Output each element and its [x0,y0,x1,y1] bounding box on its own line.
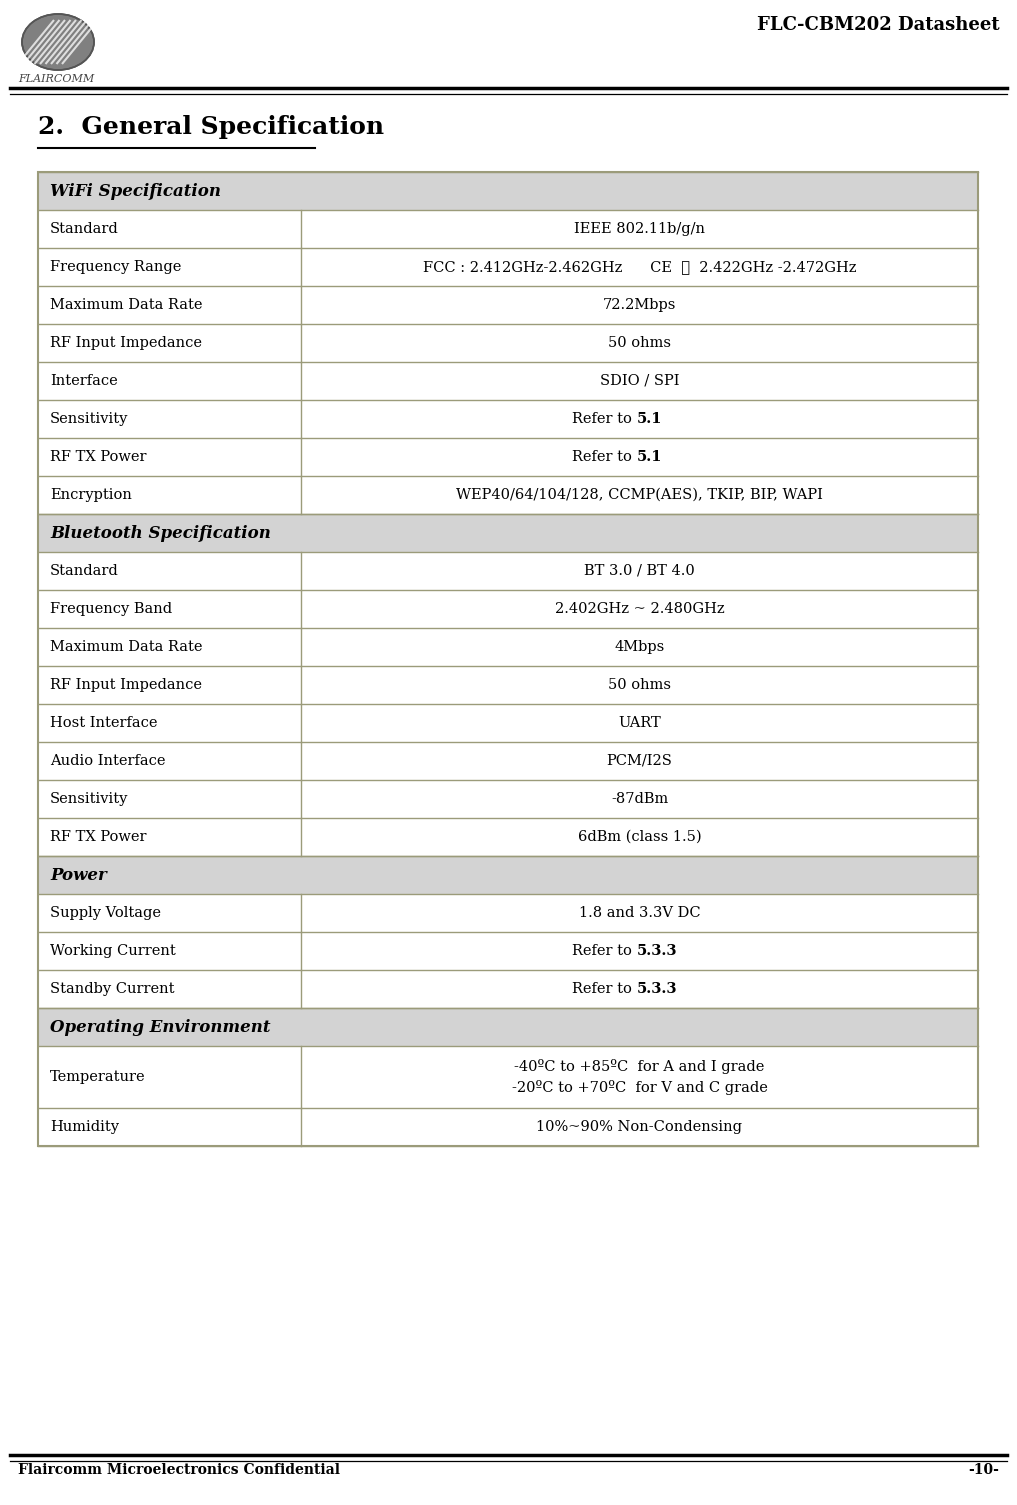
Text: Frequency Range: Frequency Range [50,260,181,274]
Text: Sensitivity: Sensitivity [50,412,128,426]
Text: Encryption: Encryption [50,488,132,503]
Text: Sensitivity: Sensitivity [50,792,128,807]
Bar [38,476,978,515]
Text: 10%~90% Non-Condensing: 10%~90% Non-Condensing [537,1120,742,1133]
Text: FCC : 2.412GHz-2.462GHz      CE  ：  2.422GHz -2.472GHz: FCC : 2.412GHz-2.462GHz CE ： 2.422GHz -2… [423,260,856,274]
Text: Operating Environment: Operating Environment [50,1019,271,1035]
Text: BT 3.0 / BT 4.0: BT 3.0 / BT 4.0 [584,564,695,578]
Bar [38,552,978,590]
Text: Refer to: Refer to [572,412,637,426]
Text: 2.402GHz ~ 2.480GHz: 2.402GHz ~ 2.480GHz [554,602,724,616]
Bar [38,932,978,971]
Bar [38,211,978,248]
Text: 5.3.3: 5.3.3 [637,944,677,959]
Text: RF TX Power: RF TX Power [50,450,146,464]
Bar [38,971,978,1008]
Bar [38,515,978,552]
Bar [38,1008,978,1046]
Text: 5.1: 5.1 [637,412,662,426]
Text: 4Mbps: 4Mbps [614,640,665,655]
Bar [38,742,978,780]
Bar [38,667,978,704]
Text: IEEE 802.11b/g/n: IEEE 802.11b/g/n [574,223,705,236]
Text: UART: UART [618,716,661,730]
Text: Refer to: Refer to [572,981,637,996]
Text: Standard: Standard [50,223,119,236]
Text: Humidity: Humidity [50,1120,119,1133]
Bar [38,438,978,476]
Text: 5.3.3: 5.3.3 [637,981,677,996]
Bar [38,286,978,324]
Bar [38,819,978,856]
Text: Refer to: Refer to [572,944,637,959]
Text: -10-: -10- [968,1463,999,1476]
Text: WiFi Specification: WiFi Specification [50,182,221,200]
Text: 1.8 and 3.3V DC: 1.8 and 3.3V DC [579,906,701,920]
Bar [38,363,978,400]
Text: Power: Power [50,867,107,883]
Bar [38,324,978,363]
Text: Working Current: Working Current [50,944,176,959]
Text: Host Interface: Host Interface [50,716,158,730]
Bar [38,400,978,438]
Text: FLC-CBM202 Datasheet: FLC-CBM202 Datasheet [758,17,1000,35]
Text: WEP40/64/104/128, CCMP(AES), TKIP, BIP, WAPI: WEP40/64/104/128, CCMP(AES), TKIP, BIP, … [456,488,823,503]
Text: Temperature: Temperature [50,1070,145,1084]
Text: 72.2Mbps: 72.2Mbps [603,298,676,312]
Bar [38,172,978,1145]
Text: RF TX Power: RF TX Power [50,829,146,844]
Bar [38,1108,978,1145]
Bar [38,894,978,932]
Text: 2.  General Specification: 2. General Specification [38,114,384,138]
Bar [38,172,978,211]
Bar [38,1046,978,1108]
Bar [38,628,978,667]
Bar [38,856,978,894]
Text: Flaircomm Microelectronics Confidential: Flaircomm Microelectronics Confidential [18,1463,340,1476]
Text: FLAIRCOMM: FLAIRCOMM [18,74,95,84]
Text: -20ºC to +70ºC  for V and C grade: -20ºC to +70ºC for V and C grade [512,1079,768,1094]
Text: Bluetooth Specification: Bluetooth Specification [50,525,271,542]
Text: -40ºC to +85ºC  for A and I grade: -40ºC to +85ºC for A and I grade [515,1060,765,1075]
Text: Refer to: Refer to [572,450,637,464]
Text: RF Input Impedance: RF Input Impedance [50,677,202,692]
Bar [38,704,978,742]
Text: Maximum Data Rate: Maximum Data Rate [50,298,202,312]
Text: -87dBm: -87dBm [611,792,668,807]
Text: 5.1: 5.1 [637,450,662,464]
Bar [38,248,978,286]
Text: 6dBm (class 1.5): 6dBm (class 1.5) [578,829,702,844]
Bar [38,780,978,819]
Text: RF Input Impedance: RF Input Impedance [50,336,202,351]
Text: Audio Interface: Audio Interface [50,754,166,768]
Text: 50 ohms: 50 ohms [608,336,671,351]
Text: 50 ohms: 50 ohms [608,677,671,692]
Text: SDIO / SPI: SDIO / SPI [600,375,679,388]
Text: Maximum Data Rate: Maximum Data Rate [50,640,202,655]
Text: Standby Current: Standby Current [50,981,175,996]
Text: Frequency Band: Frequency Band [50,602,172,616]
Text: Supply Voltage: Supply Voltage [50,906,161,920]
Text: PCM/I2S: PCM/I2S [606,754,672,768]
Text: Interface: Interface [50,375,118,388]
Ellipse shape [22,14,94,71]
Bar [38,590,978,628]
Text: Standard: Standard [50,564,119,578]
